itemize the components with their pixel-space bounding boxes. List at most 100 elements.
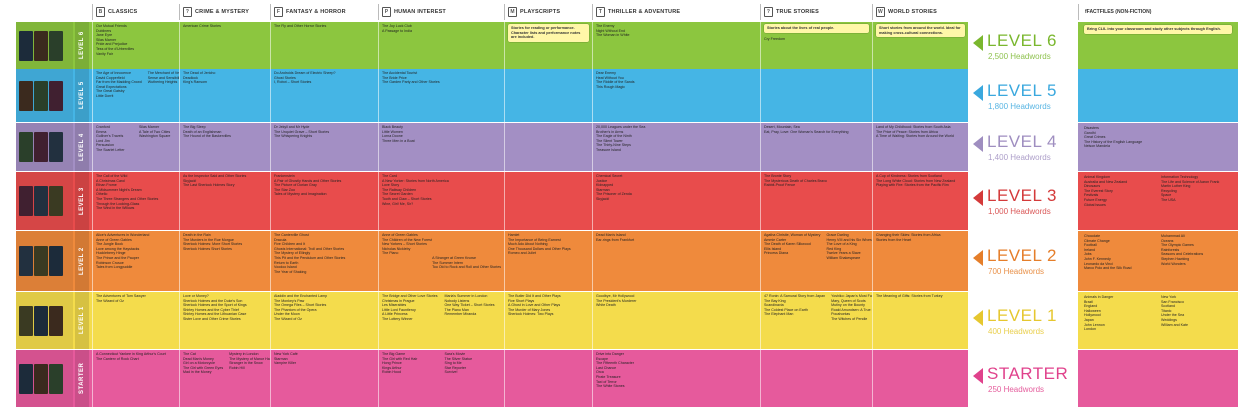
book-title[interactable]: Skyjack! [183,178,197,183]
book-title[interactable]: Anne of Green Gables [382,233,418,237]
book-title[interactable]: Hollywood [1084,313,1101,318]
book-title[interactable]: Cry Freedom [764,37,785,42]
book-title[interactable]: The History of the English Language [1084,139,1143,144]
book-title[interactable]: Leonardo da Vinci [1084,261,1113,266]
book-title[interactable]: The Summer Intern [432,260,464,265]
book-title[interactable]: Pocahontas [831,312,851,317]
book-title[interactable]: The Mystery of Manor Hall [229,356,270,361]
book-title[interactable]: Desert, Mountain, Sea [764,125,800,129]
book-title[interactable]: Ellis Island [764,246,782,251]
book-title[interactable]: A Ghost in Love and Other Plays [508,303,561,308]
book-title[interactable]: The Riddle of the Sands [596,80,635,85]
book-title[interactable]: The Canterville Ghost [274,233,309,237]
book-title[interactable]: The Card [382,174,397,178]
book-title[interactable]: Vampire Killer [274,361,297,366]
book-title[interactable]: The Importance of Being Earnest [508,237,561,242]
book-title[interactable]: The Silver Statue [444,356,473,361]
book-title[interactable]: Remember Miranda [444,312,477,317]
book-title[interactable]: Weddings [1161,317,1177,322]
book-title[interactable]: Gandhi [1084,130,1096,135]
book-title[interactable]: Nelson Mandela [1084,144,1110,149]
book-title[interactable]: Five Short Plays [508,298,535,303]
book-title[interactable]: Animals in Danger [1084,295,1114,299]
book-title[interactable]: Othello [96,192,108,197]
book-title[interactable]: Sherlock Holmes: Two Plays [508,312,554,317]
book-title[interactable]: Japan [1084,317,1094,322]
book-title[interactable]: The USA [1161,197,1176,202]
book-title[interactable]: Marco Polo and the Silk Road [1084,266,1132,271]
book-title[interactable]: The Omega Files – Short Stories [274,303,327,308]
book-title[interactable]: The Age of Innocence [96,71,131,75]
book-title[interactable]: Shirley Homes and the Cyber Thief [183,307,239,312]
book-title[interactable]: A Tale of Two Cities [139,129,171,134]
book-title[interactable]: Love among the Haystacks [96,246,140,251]
book-title[interactable]: John F. Kennedy [1084,256,1111,261]
book-title[interactable]: Wuthering Heights [147,80,178,85]
book-title[interactable]: The Joy Luck Club [382,24,412,28]
book-title[interactable]: Alice's Adventures in Wonderland [96,233,150,237]
book-title[interactable]: Australia and New Zealand [1084,179,1128,184]
book-title[interactable]: A Stranger at Green Knowe [432,255,477,260]
book-title[interactable]: Hamlet [508,233,520,237]
book-title[interactable]: The Great Gatsby [96,89,125,94]
book-title[interactable]: Dear Enemy [596,71,616,75]
book-title[interactable]: Land of My Childhood: Stories from South… [876,125,951,129]
book-title[interactable]: Escape [596,356,608,361]
book-title[interactable]: The Three Strangers and Other Stories [96,196,159,201]
book-title[interactable]: Girl on a Motorcycle [183,361,215,366]
book-title[interactable]: The Prisoner of Zenda [596,192,632,197]
book-title[interactable]: Ireland [1084,247,1095,252]
book-title[interactable]: Hong Prince [382,361,402,366]
book-title[interactable]: Mary, Queen of Scots [831,298,866,303]
book-title[interactable]: The Prince and the Pauper [96,255,139,260]
book-title[interactable]: Little Women [382,129,403,134]
book-title[interactable]: Scotland [1161,304,1175,309]
book-title[interactable]: Sherlock Holmes Short Stories [183,246,232,251]
book-title[interactable]: New Yorkers – Short Stories [382,242,427,247]
book-title[interactable]: Huckleberry Hinge [96,251,126,256]
book-title[interactable]: Kings Arthur [382,365,402,370]
book-title[interactable]: Little Lord Fauntleroy [382,307,416,312]
book-title[interactable]: Robin Hood [382,370,401,375]
book-title[interactable]: Love Story [382,183,400,188]
book-title[interactable]: Starman [274,356,288,361]
book-title[interactable]: The Jungle Book [96,242,123,247]
book-title[interactable]: 47 Ronin: A Samurai Story from Japan [764,294,826,298]
book-title[interactable]: Far from the Madding Crowd [96,80,142,85]
book-title[interactable]: Love or Money? [183,294,209,298]
book-title[interactable]: Animal Kingdom [1084,175,1111,179]
book-title[interactable]: Sherlock Holmes: More Short Stories [183,242,243,247]
book-title[interactable]: The Butler Did It and Other Plays [508,294,561,298]
book-title[interactable]: Titanic [1161,308,1172,313]
book-title[interactable]: Yoshiko: Japan's Most Faithful Dog [831,294,872,298]
book-title[interactable]: Night Without End [596,28,625,33]
book-title[interactable]: Do Androids Dream of Electric Sheep? [274,71,336,75]
book-title[interactable]: Tales from Longpuddle [96,265,133,270]
book-title[interactable]: Skyjack! [596,196,610,201]
book-title[interactable]: The Wind in the Willows [96,206,135,211]
book-title[interactable]: A Cup of Kindness: Stories from Scotland [876,174,942,178]
book-title[interactable]: The Enemy [596,24,615,28]
book-title[interactable]: Washington Square [139,134,171,139]
book-title[interactable]: Oceans [1161,238,1174,243]
book-title[interactable]: Voodoo Island [274,265,297,270]
book-title[interactable]: A New Yorker: Stories from North America [382,178,449,183]
book-title[interactable]: This Pit and the Pendulum and Other Stor… [274,255,346,260]
book-title[interactable]: Pirate Treasure [596,374,621,379]
book-title[interactable]: The Price of Peace: Stories from Africa [876,129,938,134]
book-title[interactable]: Global Issues [1084,202,1106,207]
book-title[interactable]: American Crime Stories [183,24,221,28]
book-title[interactable]: Cranford [96,125,110,129]
book-title[interactable]: Persuasion [96,143,114,148]
book-title[interactable]: The Life and Science of Aaron Frank [1161,179,1220,184]
book-title[interactable]: Jane Eyre [96,33,113,38]
book-title[interactable]: Lorna Doone [382,134,403,139]
book-title[interactable]: William Shakespeare [826,255,861,260]
book-title[interactable]: Maria's Summer in London [444,294,488,298]
book-title[interactable]: The Bridge and Other Love Stories [382,294,438,298]
book-title[interactable]: Ammie Carter [764,237,787,242]
book-title[interactable]: The Phantom of the Opera [274,307,317,312]
book-title[interactable]: Mystery in London [229,352,259,356]
book-title[interactable]: David Copperfield [96,75,125,80]
book-title[interactable]: The Bay King [764,298,786,303]
